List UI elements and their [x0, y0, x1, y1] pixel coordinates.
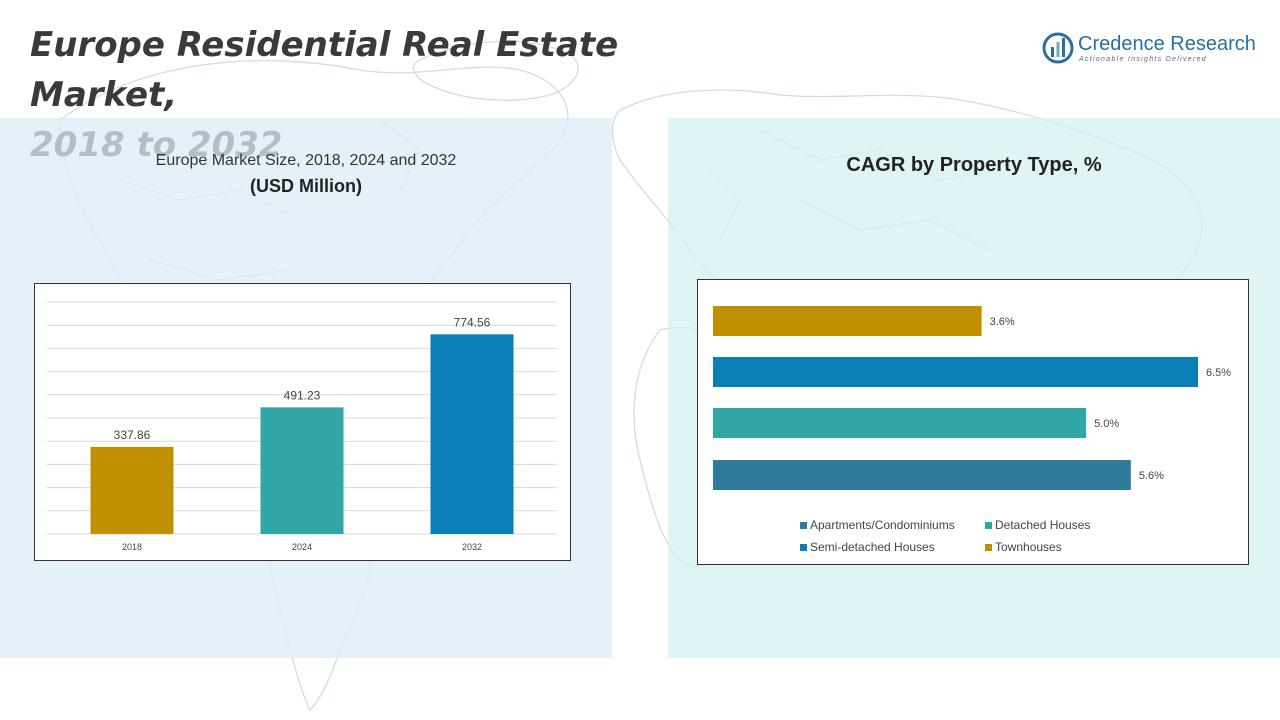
- bar-2032: [430, 334, 514, 534]
- legend-item: Detached Houses: [985, 518, 1090, 532]
- hbar-value-label: 6.5%: [1206, 367, 1231, 379]
- hbar-value-label: 5.0%: [1094, 418, 1119, 430]
- bar-value-label: 491.23: [284, 388, 321, 402]
- cagr-legend: Apartments/Condominiums Detached Houses Se…: [800, 518, 1140, 558]
- hbar-semi-detached-houses: [713, 357, 1198, 387]
- legend-swatch: [985, 543, 992, 551]
- logo-mark-icon: [1042, 32, 1074, 64]
- legend-label: Semi-detached Houses: [810, 540, 935, 554]
- cagr-chart-title: CAGR by Property Type, %: [846, 154, 1102, 176]
- legend-item: Apartments/Condominiums: [800, 518, 955, 532]
- hbar-townhouses: [713, 306, 982, 336]
- bar-2018: [90, 446, 174, 534]
- legend-label: Townhouses: [995, 540, 1062, 554]
- cagr-bar-chart: 3.6% 6.5% 5.0% 5.6% Apartments/Condominiums…: [697, 279, 1249, 565]
- legend-item: Semi-detached Houses: [800, 540, 935, 554]
- credence-research-logo: Credence Research Actionable Insights De…: [1042, 32, 1262, 68]
- market-size-bar-chart-svg: 337.86 2018 491.23 2024 774.56 2032: [47, 301, 557, 552]
- hbar-detached-houses: [713, 408, 1087, 438]
- x-tick-label: 2032: [462, 542, 482, 552]
- bar-value-label: 774.56: [454, 315, 491, 329]
- x-tick-label: 2018: [122, 542, 142, 552]
- legend-item: Townhouses: [985, 540, 1062, 554]
- legend-swatch: [800, 543, 807, 551]
- logo-tagline: Actionable Insights Delivered: [1079, 56, 1207, 63]
- page-title-line-1: Europe Residential Real Estate Market,: [30, 25, 619, 115]
- cagr-bar-chart-svg: 3.6% 6.5% 5.0% 5.6%: [713, 306, 1231, 490]
- legend-swatch: [800, 521, 807, 529]
- market-size-bar-chart: 337.86 2018 491.23 2024 774.56 2032: [34, 283, 571, 561]
- hbar-value-label: 3.6%: [990, 316, 1015, 328]
- x-tick-label: 2024: [292, 542, 312, 552]
- bar-2024: [260, 407, 344, 534]
- legend-label: Apartments/Condominiums: [810, 518, 955, 532]
- hbar-value-label: 5.6%: [1139, 470, 1164, 482]
- legend-swatch: [985, 521, 992, 529]
- market-size-chart-title: Europe Market Size, 2018, 2024 and 2032: [155, 152, 457, 169]
- legend-label: Detached Houses: [995, 518, 1091, 532]
- logo-name: Credence Research: [1078, 33, 1256, 55]
- bar-value-label: 337.86: [114, 428, 151, 442]
- hbar-apartments-condominiums: [713, 460, 1131, 490]
- market-size-chart-unit: (USD Million): [250, 176, 362, 196]
